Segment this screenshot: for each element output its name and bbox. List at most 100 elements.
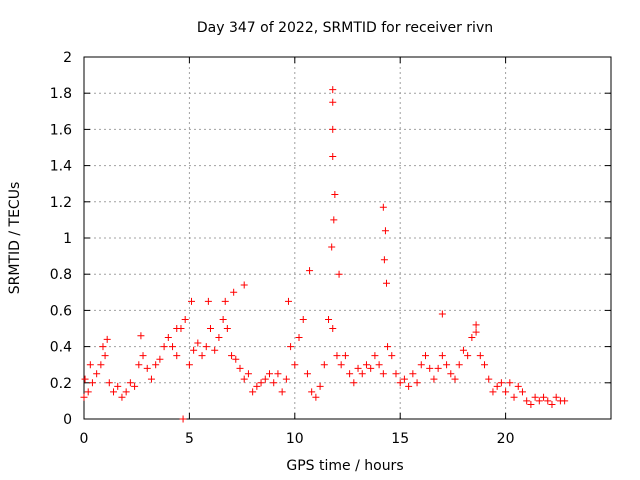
data-point <box>329 125 337 133</box>
data-point <box>282 375 290 383</box>
data-point <box>81 375 89 383</box>
x-tick-label: 10 <box>286 431 304 447</box>
data-point <box>278 388 286 396</box>
data-point <box>223 325 231 332</box>
data-point <box>194 339 202 347</box>
data-point <box>400 375 408 383</box>
data-point <box>502 388 510 396</box>
data-point <box>232 355 240 363</box>
data-point <box>375 361 383 369</box>
axis-ticks <box>83 56 611 420</box>
data-point <box>388 352 396 360</box>
data-point <box>308 388 316 396</box>
data-point <box>137 332 145 340</box>
y-tick-label: 0.8 <box>50 267 72 283</box>
data-point <box>337 361 345 369</box>
data-point <box>88 379 96 387</box>
data-point <box>523 397 531 405</box>
data-point <box>236 364 244 372</box>
data-point <box>86 361 94 369</box>
data-point <box>215 334 223 342</box>
data-point <box>518 388 526 396</box>
data-point <box>228 352 236 360</box>
data-point <box>329 86 337 94</box>
data-point <box>240 281 248 289</box>
data-point <box>139 352 147 360</box>
data-point <box>392 370 400 378</box>
data-point <box>485 375 493 383</box>
data-point <box>181 315 189 323</box>
data-point <box>80 393 88 401</box>
y-tick-label: 0 <box>63 412 72 428</box>
data-point <box>451 375 459 383</box>
data-point <box>164 334 172 342</box>
y-tick-label: 1 <box>63 231 72 247</box>
data-point <box>118 393 126 401</box>
data-point <box>306 267 314 275</box>
data-point <box>287 343 295 351</box>
data-point <box>552 393 560 401</box>
data-point <box>330 216 338 224</box>
data-point <box>303 370 311 378</box>
data-point <box>204 297 212 305</box>
data-point <box>299 315 307 323</box>
data-point <box>173 325 181 332</box>
data-point <box>202 343 210 351</box>
y-tick-label: 0.2 <box>50 376 72 392</box>
data-point <box>443 361 451 369</box>
data-point <box>384 343 392 351</box>
data-point <box>497 379 505 387</box>
data-point <box>329 153 337 161</box>
data-point <box>110 388 118 396</box>
y-tick-label: 0.4 <box>50 340 72 356</box>
data-point <box>131 382 139 390</box>
data-point <box>328 243 336 251</box>
data-point <box>274 370 282 378</box>
data-point <box>476 352 484 360</box>
data-point <box>335 270 343 278</box>
chart-title: Day 347 of 2022, SRMTID for receiver riv… <box>197 20 493 36</box>
y-tick-label: 1.8 <box>50 86 72 102</box>
y-axis-label: SRMTID / TECUs <box>7 182 23 295</box>
data-point <box>379 203 387 211</box>
data-point <box>468 334 476 342</box>
data-point <box>291 361 299 369</box>
data-point <box>206 325 214 332</box>
data-point <box>362 361 370 369</box>
data-point <box>350 379 358 387</box>
data-point <box>510 393 518 401</box>
data-point <box>354 364 362 372</box>
data-point <box>103 335 111 343</box>
data-point <box>230 288 238 296</box>
data-point <box>185 361 193 369</box>
data-point <box>481 361 489 369</box>
data-point <box>535 397 543 405</box>
data-point <box>219 315 227 323</box>
data-point <box>417 361 425 369</box>
data-point <box>284 297 292 305</box>
data-point <box>438 352 446 360</box>
y-tick-label: 1.2 <box>50 195 72 211</box>
x-tick-label: 5 <box>185 431 194 447</box>
data-point <box>472 328 480 336</box>
data-point <box>527 401 535 409</box>
data-point <box>409 370 417 378</box>
data-points <box>80 86 569 423</box>
data-point <box>493 382 501 390</box>
data-point <box>540 393 548 401</box>
data-point <box>169 343 177 351</box>
data-point <box>382 279 390 287</box>
data-point <box>240 375 248 383</box>
data-point <box>405 382 413 390</box>
data-point <box>152 361 160 369</box>
data-point <box>430 375 438 383</box>
data-point <box>249 388 257 396</box>
data-point <box>266 370 274 378</box>
data-point <box>548 401 556 409</box>
x-tick-label: 15 <box>391 431 409 447</box>
data-point <box>489 388 497 396</box>
data-point <box>421 352 429 360</box>
data-point <box>341 352 349 360</box>
data-point <box>221 297 229 305</box>
